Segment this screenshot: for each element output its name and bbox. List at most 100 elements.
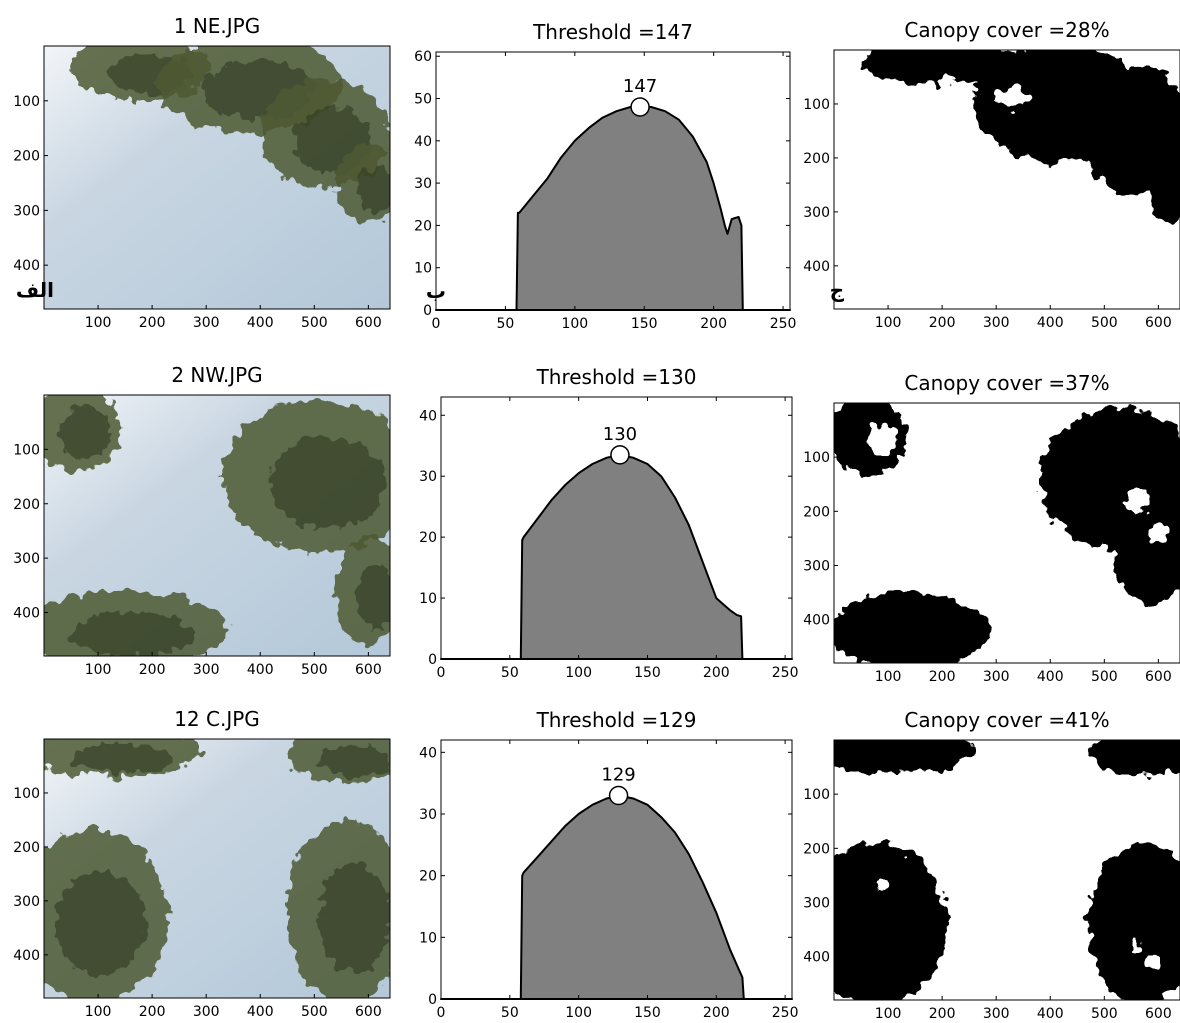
y-tick-label: 400 [13,948,40,964]
panel-title: Canopy cover =28% [904,18,1109,42]
panel-8: Threshold =129 0 50 100 150 200 250 0 10 20 30 40 12… [419,708,798,1021]
x-tick-label: 150 [634,665,661,681]
panel-label: الف [16,278,54,302]
panel-title: 2 NW.JPG [171,363,262,387]
y-tick-label: 400 [13,606,40,622]
gap-blob [993,87,1032,110]
axes-box [43,394,391,657]
y-tick-label: 200 [803,151,830,167]
y-tick-label: 20 [419,869,437,885]
x-tick-label: 300 [193,662,220,678]
histogram-area [435,106,791,311]
foliage-shade [319,745,390,778]
y-tick-label: 300 [13,551,40,567]
y-tick-label: 400 [803,950,830,966]
axes-box [43,738,391,999]
y-tick-label: 300 [803,559,830,575]
y-tick-label: 0 [428,652,437,668]
gap-blob [877,880,889,892]
y-tick-label: 0 [423,303,432,319]
x-tick-label: 100 [85,662,112,678]
y-tick-label: 100 [13,94,40,110]
x-tick-label: 200 [139,662,166,678]
y-tick-label: 40 [419,745,437,761]
x-tick-label: 50 [496,316,514,332]
x-tick-label: 100 [85,1004,112,1020]
x-tick-label: 150 [631,316,658,332]
y-tick-label: 400 [13,258,40,274]
panel-6: Canopy cover =37% 100 200 300 400 500 600 100 20… [803,371,1180,685]
canopy-blob [1147,157,1180,223]
y-tick-label: 30 [419,807,437,823]
panel-title: 1 NE.JPG [174,14,261,38]
histogram-area [440,794,793,1000]
panel-1: 1 NE.JPG 100 200 300 400 500 600 100 200 300 400 ال… [13,14,391,331]
canopy-blob [1082,66,1180,196]
foliage-shade [55,871,147,975]
panel-7: 12 C.JPG 100 200 300 400 500 600 100 200 300 400 [13,707,391,1020]
y-tick-label: 200 [803,504,830,520]
foliage-group [44,739,390,998]
gap-blob [867,424,898,458]
x-tick-label: 400 [247,315,274,331]
panel-title: Threshold =129 [536,708,697,732]
axes-box [440,739,793,1000]
x-tick-label: 250 [770,316,797,332]
histogram-area [440,453,793,660]
x-tick-label: 100 [875,669,902,685]
canopy-group [861,50,1180,223]
y-tick-label: 200 [13,840,40,856]
x-tick-label: 500 [301,315,328,331]
x-tick-label: 200 [929,1006,956,1022]
y-tick-label: 10 [419,591,437,607]
threshold-marker [610,445,630,465]
x-tick-label: 600 [1145,669,1172,685]
canopy-blob [1088,740,1180,776]
gap-blob [1148,523,1169,543]
panel-3: Canopy cover =28% 100 200 300 400 500 600 100 20… [803,18,1180,331]
threshold-label: 130 [603,424,637,445]
threshold-marker [608,785,629,806]
panel-4: 2 NW.JPG 100 200 300 400 500 600 100 200 300 400 [13,363,391,678]
canopy-group [834,403,1180,663]
y-tick-label: 200 [13,149,40,165]
x-tick-label: 600 [355,1004,382,1020]
y-tick-label: 30 [419,469,437,485]
x-tick-label: 200 [929,315,956,331]
x-tick-label: 0 [437,665,446,681]
gap-blob [1124,488,1149,513]
y-tick-label: 200 [13,497,40,513]
y-tick-label: 100 [803,787,830,803]
x-tick-label: 600 [1145,1006,1172,1022]
y-tick-label: 20 [419,530,437,546]
x-tick-label: 600 [1145,315,1172,331]
y-tick-label: 200 [803,841,830,857]
canopy-blob [834,592,991,663]
y-tick-label: 300 [803,896,830,912]
binary-mask [834,740,1180,1000]
y-tick-label: 60 [414,49,432,65]
y-tick-label: 100 [803,450,830,466]
gap-blob [1131,940,1143,952]
y-tick-label: 0 [428,992,437,1008]
x-tick-label: 300 [193,315,220,331]
y-tick-label: 40 [419,408,437,424]
x-tick-label: 200 [703,1005,730,1021]
canopy-blob [834,842,948,1000]
x-tick-label: 500 [301,1004,328,1020]
panel-title: Threshold =130 [536,365,697,389]
x-tick-label: 200 [703,665,730,681]
panel-label: ج [830,278,845,302]
x-tick-label: 400 [1037,315,1064,331]
axes-box [833,739,1180,1001]
y-tick-label: 100 [803,97,830,113]
x-tick-label: 200 [139,1004,166,1020]
x-tick-label: 500 [301,662,328,678]
panel-5: Threshold =130 0 50 100 150 200 250 0 10 20 30 40 13… [419,365,798,681]
sky-photo [44,395,390,656]
panel-2: Threshold =147 0 50 100 150 200 250 0 10 20 30 40 50… [414,20,796,332]
y-tick-label: 300 [13,894,40,910]
axes-box [833,402,1180,664]
x-tick-label: 200 [929,669,956,685]
